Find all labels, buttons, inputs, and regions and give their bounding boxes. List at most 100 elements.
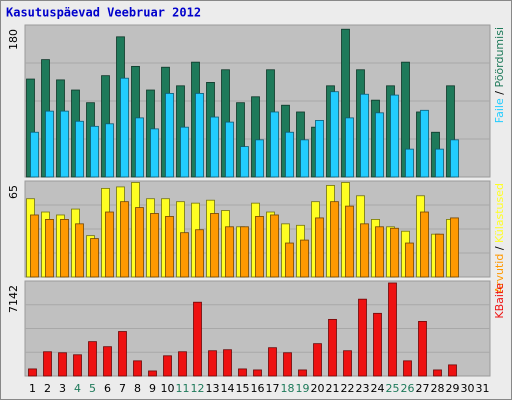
- bar: [253, 369, 262, 377]
- bar: [345, 117, 354, 178]
- bar: [418, 321, 427, 377]
- x-tick-label: 6: [104, 382, 111, 395]
- x-tick-label: 4: [74, 382, 81, 395]
- legend-entry: Pöördumisi: [493, 27, 506, 88]
- bar: [45, 218, 54, 278]
- x-tick-label: 31: [476, 382, 490, 395]
- bar: [255, 216, 264, 278]
- bar: [270, 214, 279, 278]
- bar: [150, 128, 159, 178]
- bar: [373, 312, 382, 377]
- legend-entry: Külastused: [493, 183, 506, 243]
- bar: [103, 346, 112, 377]
- bar: [75, 120, 84, 178]
- bar: [135, 117, 144, 178]
- bar: [315, 217, 324, 278]
- x-tick-label: 24: [371, 382, 385, 395]
- bar: [210, 213, 219, 278]
- bar: [148, 370, 157, 377]
- bar: [285, 242, 294, 278]
- bar: [375, 226, 384, 278]
- x-tick-label: 3: [59, 382, 66, 395]
- legend-separator: /: [493, 88, 506, 99]
- bar: [298, 369, 307, 377]
- bar: [358, 298, 367, 377]
- legend: Arvutid / Külastused: [493, 183, 506, 294]
- bar: [313, 343, 322, 377]
- bar: [195, 229, 204, 278]
- x-tick-label: 20: [311, 382, 325, 395]
- bar: [120, 77, 129, 178]
- bar: [135, 207, 144, 278]
- x-tick-label: 15: [236, 382, 250, 395]
- x-tick-label: 13: [206, 382, 220, 395]
- bar: [268, 347, 277, 377]
- bar: [60, 218, 69, 278]
- bar: [193, 301, 202, 377]
- bar: [105, 123, 114, 178]
- bar: [450, 217, 459, 278]
- bar: [283, 352, 292, 377]
- legend-entry: Arvutid: [493, 254, 506, 294]
- chart-title: Kasutuspäevad Veebruar 2012: [6, 6, 201, 20]
- x-tick-label: 7: [119, 382, 126, 395]
- bar: [388, 282, 397, 377]
- bar: [30, 214, 39, 278]
- x-tick-label: 19: [296, 382, 310, 395]
- bar: [433, 369, 442, 377]
- x-tick-label: 28: [431, 382, 445, 395]
- bar: [330, 201, 339, 278]
- bar: [448, 364, 457, 377]
- x-tick-label: 14: [221, 382, 235, 395]
- y-tick-label: 180: [7, 29, 20, 50]
- x-tick-label: 25: [386, 382, 400, 395]
- bar: [225, 121, 234, 178]
- bar: [390, 227, 399, 278]
- x-tick-label: 27: [416, 382, 430, 395]
- legend-separator: /: [493, 243, 506, 254]
- x-tick-label: 9: [149, 382, 156, 395]
- bar: [435, 233, 444, 278]
- bar: [343, 350, 352, 377]
- x-tick-label: 5: [89, 382, 96, 395]
- bar: [403, 360, 412, 377]
- bar: [328, 318, 337, 377]
- bar: [450, 139, 459, 178]
- bar: [375, 112, 384, 178]
- x-tick-label: 1: [29, 382, 36, 395]
- x-tick-label: 26: [401, 382, 415, 395]
- x-tick-label: 16: [251, 382, 265, 395]
- bar: [208, 350, 217, 377]
- bar: [88, 341, 97, 377]
- x-tick-label: 29: [446, 382, 460, 395]
- bar: [180, 126, 189, 178]
- x-tick-label: 12: [191, 382, 205, 395]
- bar: [300, 139, 309, 178]
- x-tick-label: 10: [161, 382, 175, 395]
- bar: [165, 93, 174, 178]
- x-tick-label: 8: [134, 382, 141, 395]
- y-tick-label: 65: [7, 185, 20, 199]
- bar: [345, 205, 354, 278]
- bar: [28, 368, 37, 377]
- bar: [120, 201, 129, 278]
- bar: [420, 211, 429, 278]
- bar: [30, 131, 39, 178]
- bar: [178, 351, 187, 377]
- bar: [165, 216, 174, 278]
- y-tick-label: 7142: [7, 285, 20, 313]
- legend-entry: Faile: [493, 98, 506, 123]
- x-tick-label: 22: [341, 382, 355, 395]
- x-tick-label: 30: [461, 382, 475, 395]
- bar: [105, 211, 114, 278]
- bar: [238, 368, 247, 377]
- x-tick-label: 17: [266, 382, 280, 395]
- bar: [90, 238, 99, 278]
- bar: [90, 125, 99, 178]
- bar: [75, 223, 84, 278]
- x-tick-label: 23: [356, 382, 370, 395]
- bar: [223, 349, 232, 377]
- bar: [300, 239, 309, 278]
- bar: [330, 91, 339, 178]
- bar: [405, 242, 414, 278]
